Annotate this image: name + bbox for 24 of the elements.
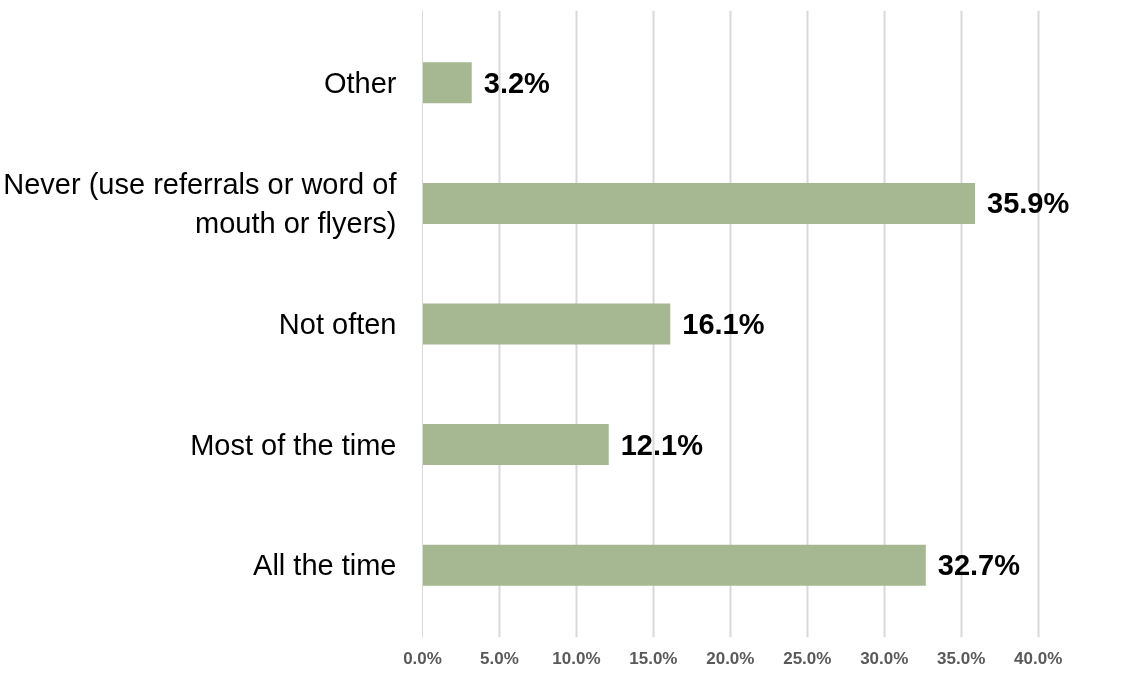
- y-tick-label: All the time: [253, 549, 397, 582]
- x-tick-label: 40.0%: [1014, 648, 1063, 668]
- x-tick-label: 0.0%: [403, 648, 442, 668]
- data-label: 32.7%: [937, 549, 1021, 582]
- x-tick-label: 10.0%: [552, 648, 601, 668]
- y-tick-label: Most of the time: [190, 428, 397, 461]
- bar: [422, 62, 472, 104]
- x-tick-label: 5.0%: [480, 648, 519, 668]
- y-tick-label: Not often: [278, 308, 397, 340]
- x-tick-label: 20.0%: [706, 648, 755, 668]
- bar: [422, 182, 976, 224]
- data-label: 35.9%: [987, 187, 1070, 220]
- x-tick-label: 15.0%: [629, 648, 678, 668]
- x-tick-label: 30.0%: [860, 648, 909, 668]
- data-label: 3.2%: [483, 66, 551, 99]
- x-tick-label: 35.0%: [937, 648, 986, 668]
- data-label: 16.1%: [682, 308, 765, 340]
- y-tick-label: Other: [323, 66, 397, 99]
- bar: [422, 303, 671, 345]
- x-tick-label: 25.0%: [783, 648, 832, 668]
- bar: [422, 544, 926, 586]
- y-tick-label: Never (use referrals or word of mouth or flyers): [3, 168, 398, 239]
- data-label: 12.1%: [620, 428, 704, 461]
- bar: [422, 424, 609, 466]
